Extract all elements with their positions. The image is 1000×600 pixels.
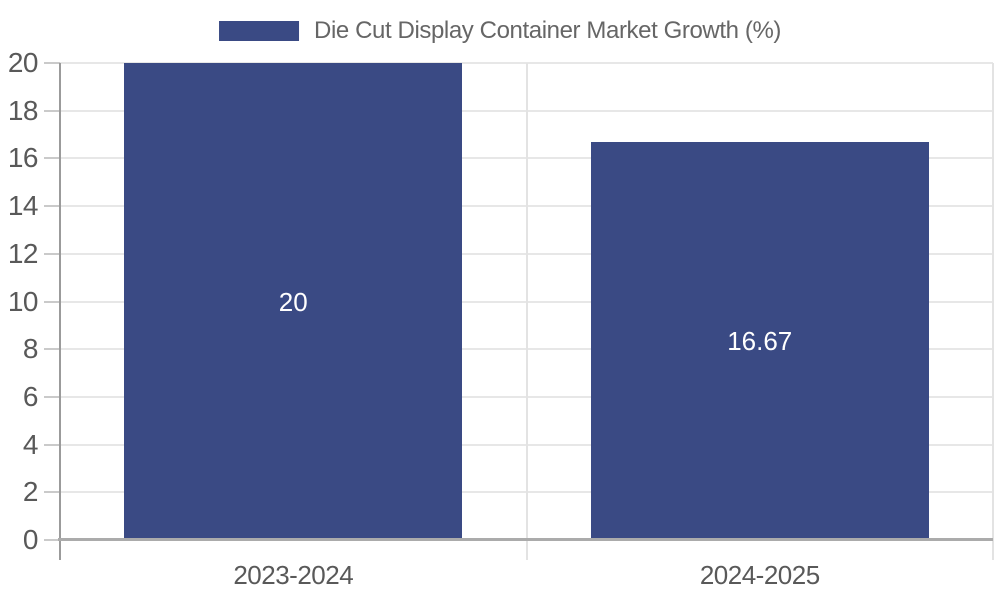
x-axis-line (58, 538, 993, 541)
y-tick-label: 18 (7, 94, 39, 126)
y-tick-mark (44, 395, 60, 398)
y-tick-label: 10 (7, 285, 39, 317)
y-tick-mark (44, 62, 60, 64)
x-tick-label: 2024-2025 (699, 560, 820, 590)
y-tick-label: 8 (22, 333, 39, 365)
y-tick-label: 0 (22, 524, 39, 555)
y-tick-label: 20 (7, 47, 39, 78)
bar: 20 (124, 63, 463, 540)
y-tick-label: 16 (7, 142, 39, 174)
y-tick-mark (44, 205, 60, 208)
y-tick-label: 2 (22, 476, 39, 508)
y-tick-mark (44, 491, 60, 494)
legend-swatch (219, 21, 300, 41)
y-tick-mark (44, 109, 60, 112)
y-tick-label: 14 (7, 190, 39, 222)
bar-value-label: 16.67 (727, 326, 793, 357)
y-tick-mark (44, 157, 60, 160)
y-tick-mark (44, 252, 60, 255)
chart-legend[interactable]: Die Cut Display Container Market Growth … (219, 17, 781, 45)
y-tick-label: 4 (22, 428, 39, 460)
legend-label: Die Cut Display Container Market Growth … (314, 17, 781, 44)
y-axis-line (59, 63, 61, 560)
x-tick-label: 2023-2024 (233, 560, 354, 590)
category-divider-line (992, 63, 994, 560)
bar: 16.67 (590, 142, 929, 540)
bar-value-label: 20 (278, 286, 308, 317)
y-tick-label: 12 (7, 237, 39, 269)
category-divider-line (525, 63, 528, 560)
y-tick-mark (44, 300, 60, 303)
y-tick-mark (44, 348, 60, 351)
y-tick-mark (44, 539, 60, 541)
y-tick-mark (44, 443, 60, 446)
y-tick-label: 6 (22, 380, 39, 412)
